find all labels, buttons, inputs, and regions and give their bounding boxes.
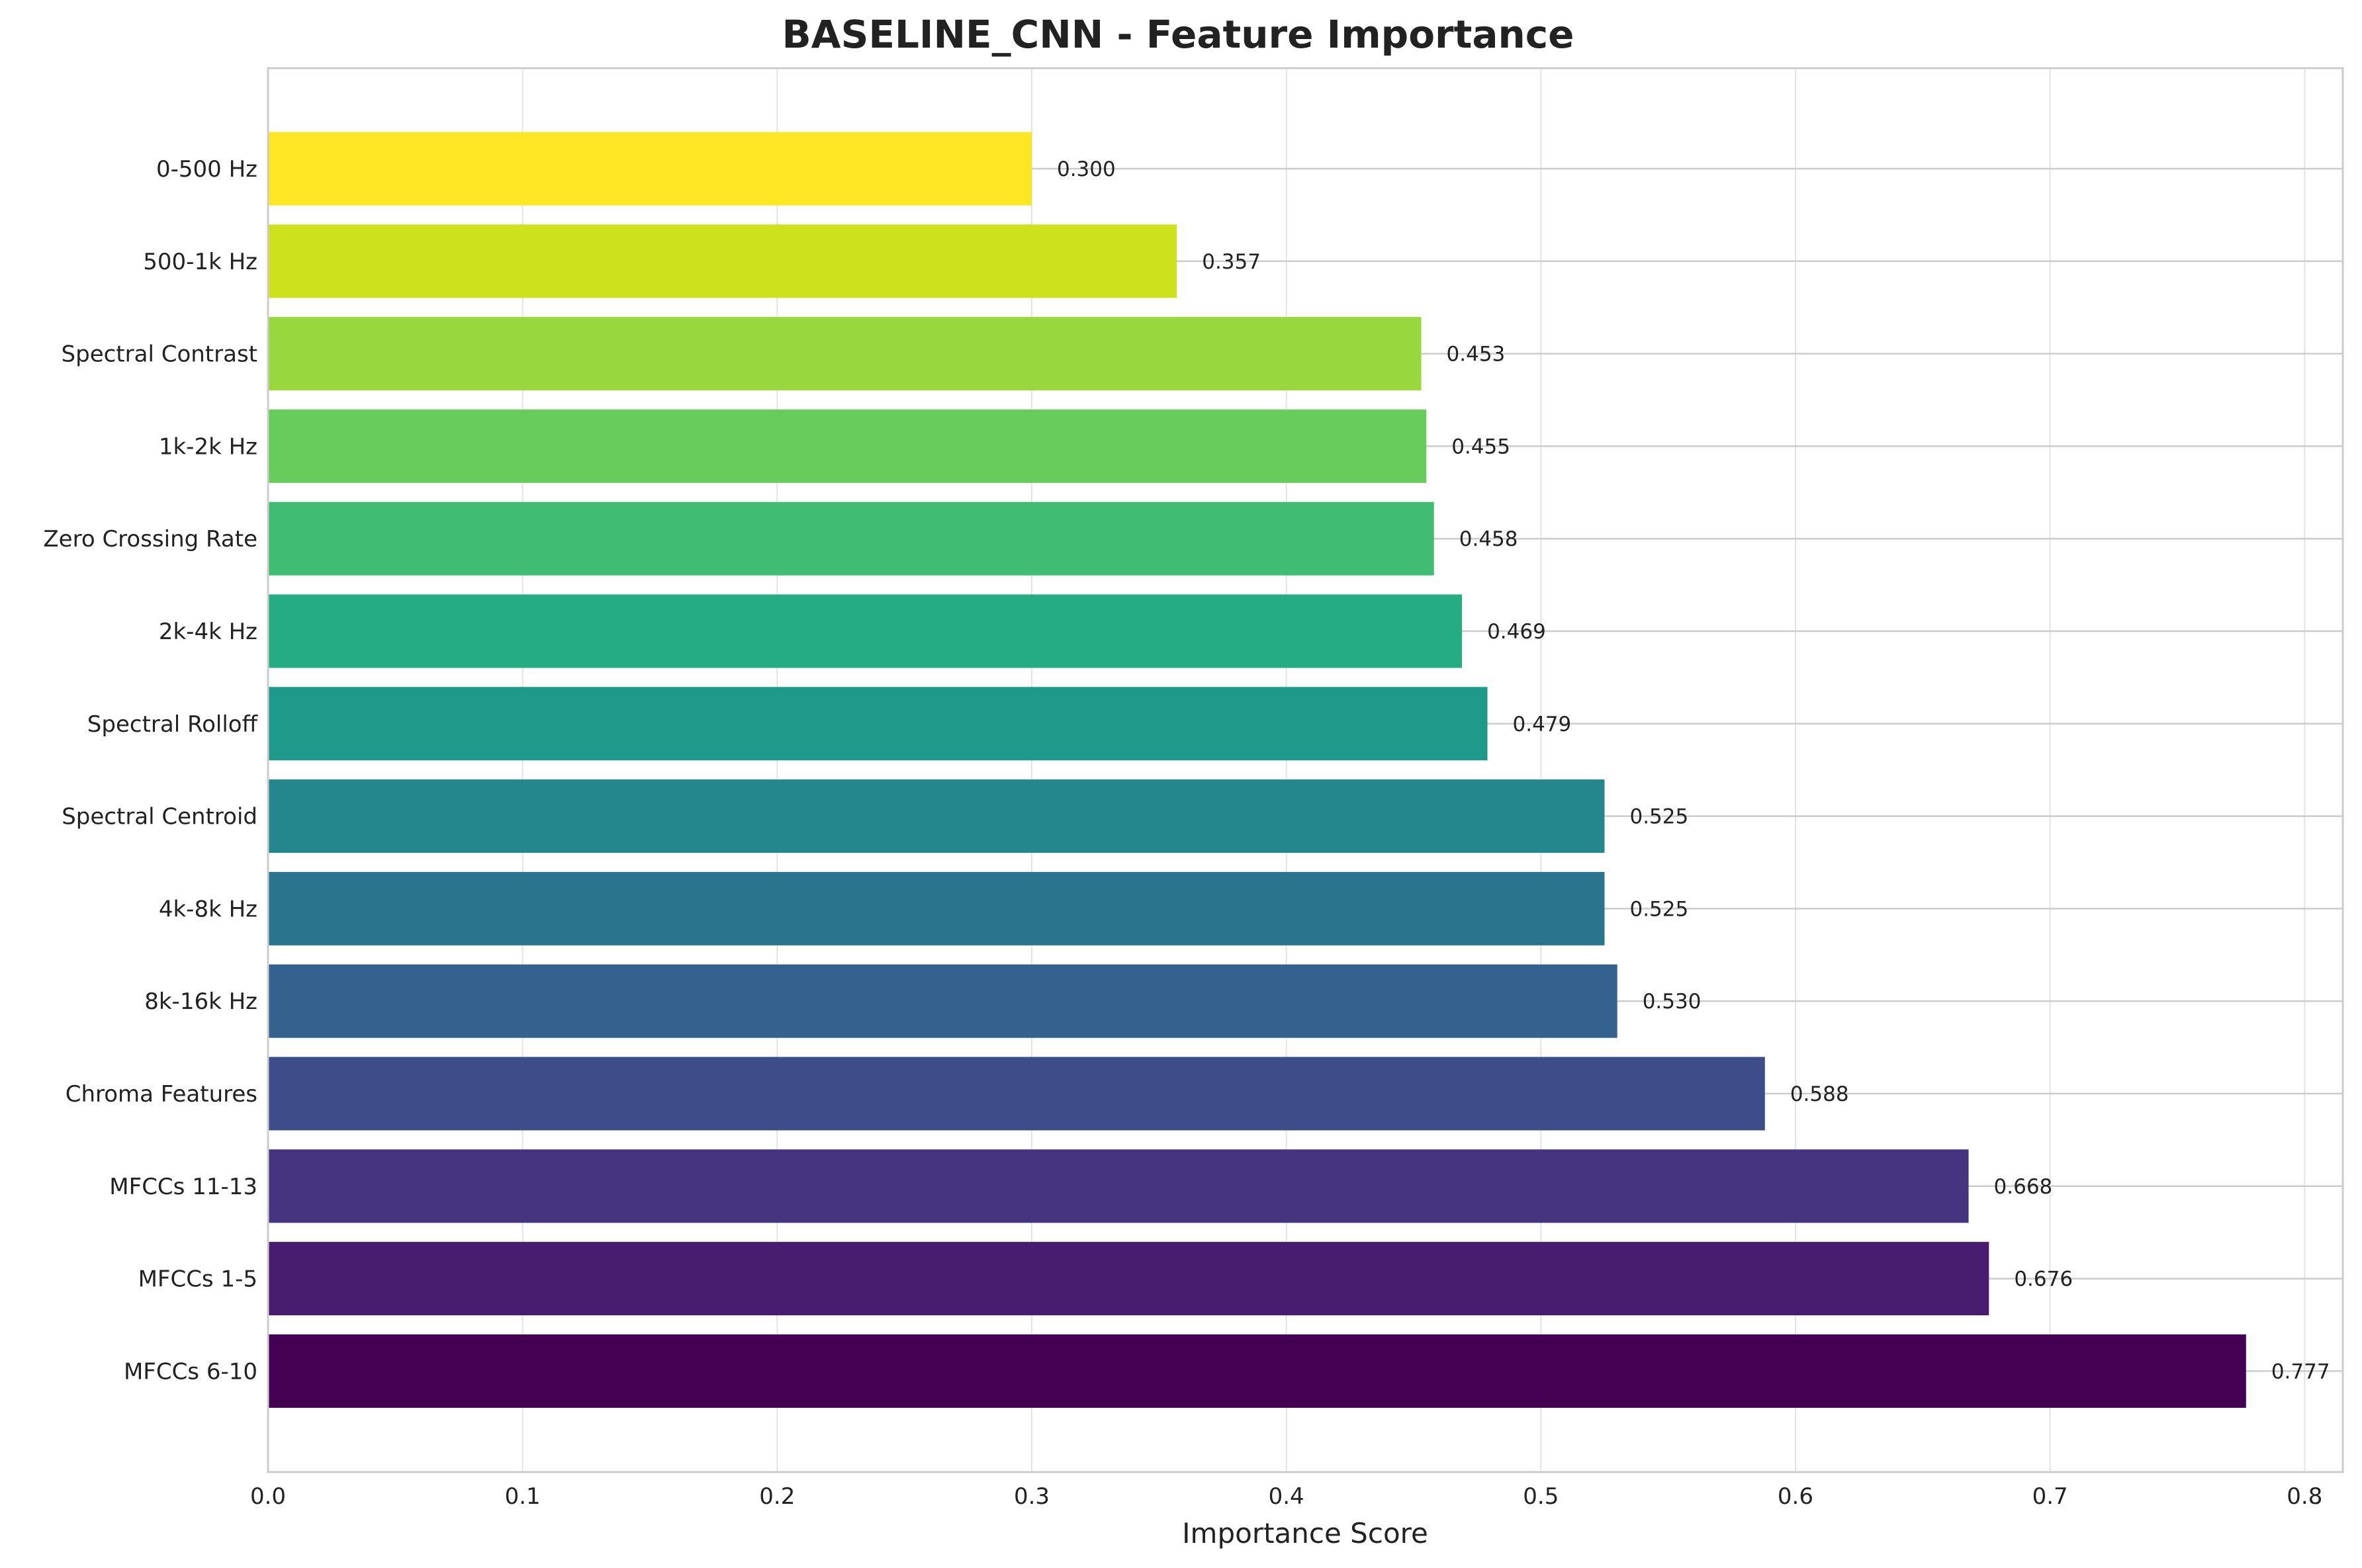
- bar: [268, 224, 1177, 298]
- y-tick-label: Chroma Features: [66, 1081, 257, 1108]
- bar-value-label: 0.455: [1451, 435, 1510, 458]
- bar-value-label: 0.458: [1459, 527, 1518, 551]
- bar-value-label: 0.676: [2014, 1268, 2073, 1291]
- y-tick-label: 8k-16k Hz: [144, 988, 257, 1015]
- bar: [268, 687, 1488, 761]
- bar: [268, 409, 1427, 483]
- x-axis-title: Importance Score: [1182, 1517, 1428, 1549]
- x-tick-label: 0.0: [250, 1483, 286, 1510]
- bar-value-label: 0.668: [1994, 1175, 2053, 1199]
- y-tick-label: MFCCs 6-10: [124, 1358, 257, 1385]
- bar: [268, 1334, 2246, 1408]
- y-axis-tick-labels: 0-500 Hz 500-1k Hz Spectral Contrast 1k-2k …: [43, 156, 258, 1385]
- bar: [268, 1057, 1765, 1131]
- y-tick-label: 2k-4k Hz: [159, 619, 257, 645]
- x-tick-label: 0.5: [1523, 1483, 1559, 1510]
- y-tick-label: MFCCs 11-13: [109, 1174, 257, 1200]
- y-tick-label: MFCCs 1-5: [138, 1266, 257, 1293]
- bar-value-label: 0.453: [1447, 343, 1506, 367]
- value-labels: 0.300 0.357 0.453 0.455 0.458 0.469 0.479 0.525…: [1057, 157, 2330, 1383]
- y-tick-label: Spectral Contrast: [62, 341, 257, 368]
- bar: [268, 1242, 1989, 1316]
- x-tick-label: 0.1: [505, 1483, 541, 1510]
- bar-value-label: 0.479: [1513, 713, 1572, 736]
- y-tick-label: 1k-2k Hz: [159, 433, 257, 460]
- y-tick-label: 500-1k Hz: [143, 249, 257, 275]
- bar-value-label: 0.777: [2271, 1360, 2330, 1383]
- bar: [268, 132, 1032, 206]
- x-tick-label: 0.8: [2287, 1483, 2322, 1510]
- bar: [268, 594, 1463, 668]
- bar-value-label: 0.525: [1629, 805, 1688, 829]
- bar-value-label: 0.357: [1202, 250, 1261, 274]
- bar: [268, 1149, 1969, 1223]
- x-tick-label: 0.2: [759, 1483, 795, 1510]
- bar: [268, 501, 1434, 576]
- y-tick-label: 0-500 Hz: [156, 156, 257, 183]
- chart-title: BASELINE_CNN - Feature Importance: [782, 12, 1574, 57]
- y-tick-label: 4k-8k Hz: [159, 896, 257, 922]
- bar-value-label: 0.525: [1629, 897, 1688, 921]
- x-tick-label: 0.4: [1269, 1483, 1304, 1510]
- bar: [268, 317, 1422, 391]
- bars: [268, 132, 2246, 1408]
- plot-frame: [267, 67, 2344, 1473]
- x-tick-label: 0.7: [2032, 1483, 2068, 1510]
- x-axis-tick-labels: 0.0 0.1 0.2 0.3 0.4 0.5 0.6 0.7 0.8: [250, 1483, 2322, 1510]
- bar-value-label: 0.530: [1643, 990, 1702, 1014]
- y-tick-label: Spectral Rolloff: [87, 711, 259, 738]
- y-tick-label: Zero Crossing Rate: [43, 526, 257, 552]
- bar: [268, 871, 1605, 945]
- bar: [268, 779, 1605, 853]
- bar-value-label: 0.588: [1790, 1082, 1849, 1106]
- bar-value-label: 0.300: [1057, 157, 1116, 181]
- bar-value-label: 0.469: [1487, 620, 1546, 644]
- bar: [268, 964, 1617, 1038]
- y-tick-label: Spectral Centroid: [62, 804, 257, 830]
- x-tick-label: 0.6: [1778, 1483, 1813, 1510]
- x-tick-label: 0.3: [1014, 1483, 1050, 1510]
